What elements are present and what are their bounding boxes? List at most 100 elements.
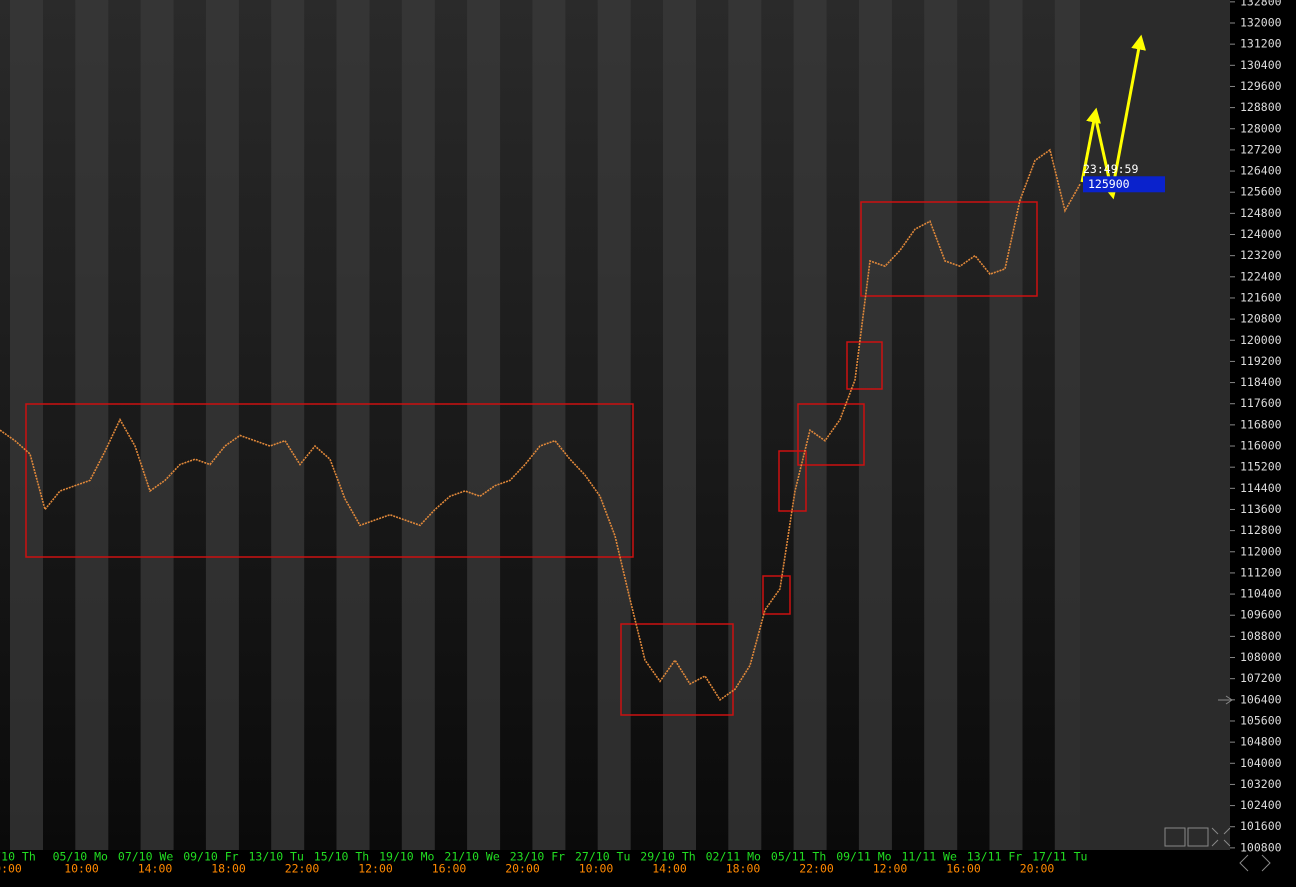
x-time-label: 10:00 <box>579 862 614 876</box>
x-date-label: 07/10 We <box>118 850 173 864</box>
y-tick-label: 125600 <box>1240 185 1282 199</box>
range-box <box>797 403 865 466</box>
x-date-label: 05/10 Mo <box>53 850 108 864</box>
y-tick-label: 107200 <box>1240 671 1282 685</box>
stripe <box>532 0 566 850</box>
zoom-button[interactable] <box>1211 827 1231 847</box>
range-box <box>778 450 807 512</box>
y-tick-label: 106400 <box>1240 692 1282 706</box>
x-time-label: 12:00 <box>873 862 908 876</box>
stripe <box>205 0 239 850</box>
x-time-label: 22:00 <box>799 862 834 876</box>
x-date-label: 21/10 We <box>444 850 499 864</box>
y-tick-label: 113600 <box>1240 502 1282 516</box>
x-date-label: 13/10 Tu <box>249 850 304 864</box>
x-time-label: 16:00 <box>432 862 467 876</box>
x-time-label: 10:00 <box>64 862 99 876</box>
x-time-label: 22:00 <box>285 862 320 876</box>
y-tick-label: 124000 <box>1240 227 1282 241</box>
x-time-label: 20:00 <box>1020 862 1055 876</box>
layout-button[interactable] <box>1164 827 1186 847</box>
y-tick-label: 117600 <box>1240 396 1282 410</box>
scroll-buttons[interactable] <box>1239 854 1271 872</box>
arrow <box>1110 34 1146 193</box>
price-axis <box>1230 0 1296 887</box>
range-box <box>620 623 734 716</box>
range-box <box>846 341 883 390</box>
toolbar[interactable] <box>1164 695 1271 872</box>
y-tick-label: 128000 <box>1240 121 1282 135</box>
x-date-label: 23/10 Fr <box>510 850 565 864</box>
x-date-label: 02/11 Mo <box>706 850 761 864</box>
x-date-label: 17/11 Tu <box>1032 850 1087 864</box>
y-tick-label: 123200 <box>1240 248 1282 262</box>
y-tick-label: 109600 <box>1240 608 1282 622</box>
x-date-label: /10 Th <box>0 850 36 864</box>
x-date-label: 09/10 Fr <box>183 850 238 864</box>
y-tick-label: 111200 <box>1240 565 1282 579</box>
x-date-label: 13/11 Fr <box>967 850 1022 864</box>
stripe <box>75 0 109 850</box>
x-date-label: 27/10 Tu <box>575 850 630 864</box>
y-tick-label: 112000 <box>1240 544 1282 558</box>
y-tick-label: 116000 <box>1240 439 1282 453</box>
stripe <box>271 0 305 850</box>
price-line <box>0 148 1081 701</box>
x-time-label: 0:00 <box>0 862 22 876</box>
x-date-label: 05/11 Th <box>771 850 826 864</box>
y-tick-label: 130400 <box>1240 58 1282 72</box>
flag-button[interactable] <box>1187 827 1209 847</box>
clock-label: 23:49:59 <box>1083 162 1138 176</box>
range-box <box>25 403 634 558</box>
y-tick-label: 102400 <box>1240 798 1282 812</box>
y-tick-label: 118400 <box>1240 375 1282 389</box>
stripe <box>401 0 435 850</box>
last-price-label: 125900 <box>1088 177 1130 191</box>
y-tick-label: 120000 <box>1240 333 1282 347</box>
y-tick-label: 126400 <box>1240 164 1282 178</box>
x-date-label: 19/10 Mo <box>379 850 434 864</box>
y-tick-label: 124800 <box>1240 206 1282 220</box>
annotations <box>25 201 1038 716</box>
y-tick-label: 128800 <box>1240 100 1282 114</box>
stripe <box>467 0 501 850</box>
y-tick-label: 103200 <box>1240 777 1282 791</box>
time-axis <box>0 850 1230 887</box>
x-time-label: 14:00 <box>652 862 687 876</box>
last-price-box <box>1083 176 1165 193</box>
y-tick-label: 127200 <box>1240 142 1282 156</box>
range-box <box>860 201 1038 297</box>
x-date-label: 11/11 We <box>902 850 957 864</box>
y-tick-label: 108800 <box>1240 629 1282 643</box>
y-tick-label: 100800 <box>1240 840 1282 854</box>
stripe <box>793 0 827 850</box>
x-time-label: 18:00 <box>211 862 246 876</box>
y-tick-label: 132000 <box>1240 16 1282 30</box>
y-tick-label: 132800 <box>1240 0 1282 8</box>
stripe <box>728 0 762 850</box>
y-tick-label: 121600 <box>1240 290 1282 304</box>
stripe <box>140 0 174 850</box>
x-date-label: 15/10 Th <box>314 850 369 864</box>
x-time-label: 14:00 <box>138 862 173 876</box>
session-stripes <box>10 0 1088 850</box>
stripe <box>597 0 631 850</box>
stripe <box>924 0 958 850</box>
range-box <box>762 575 791 615</box>
y-tick-label: 114400 <box>1240 481 1282 495</box>
x-time-label: 18:00 <box>726 862 761 876</box>
y-tick-label: 112800 <box>1240 523 1282 537</box>
future-area <box>1080 0 1230 850</box>
stripe <box>989 0 1023 850</box>
stripe <box>336 0 370 850</box>
arrow <box>1080 107 1101 183</box>
y-tick-label: 101600 <box>1240 819 1282 833</box>
y-tick-label: 129600 <box>1240 79 1282 93</box>
x-date-label: 09/11 Mo <box>836 850 891 864</box>
y-tick-label: 110400 <box>1240 587 1282 601</box>
x-time-label: 20:00 <box>505 862 540 876</box>
y-tick-label: 115200 <box>1240 460 1282 474</box>
y-tick-label: 104000 <box>1240 756 1282 770</box>
y-tick-label: 108000 <box>1240 650 1282 664</box>
